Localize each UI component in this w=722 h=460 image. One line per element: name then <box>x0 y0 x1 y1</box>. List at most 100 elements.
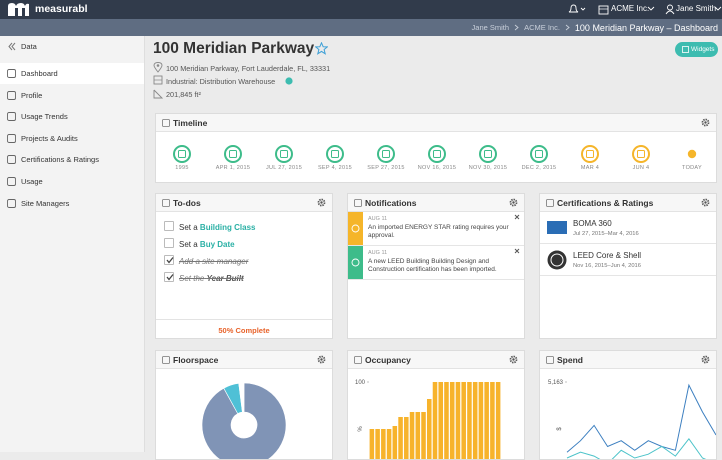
sidebar-item[interactable]: Projects & Audits <box>0 128 144 149</box>
timeline-dot <box>687 149 697 159</box>
card-icon <box>162 356 170 364</box>
sidebar-icon <box>7 69 16 78</box>
favorite-star[interactable] <box>315 42 328 55</box>
settings-gear[interactable] <box>701 355 710 364</box>
todo-checkbox[interactable] <box>164 272 174 282</box>
timeline-label: NOV 30, 2015 <box>468 165 508 171</box>
gear-ring <box>701 118 710 127</box>
timeline-label: MAR 4 <box>580 165 600 171</box>
bar <box>398 417 403 459</box>
sidebar-item[interactable]: Usage <box>0 171 144 192</box>
timeline-marker[interactable] <box>376 144 396 164</box>
check-mark <box>166 274 174 281</box>
notification-strip <box>348 246 363 279</box>
timeline-marker[interactable] <box>274 144 294 164</box>
dismiss[interactable] <box>514 214 520 220</box>
todo-item[interactable]: Set a Building Class <box>164 221 328 234</box>
timeline-marker[interactable] <box>325 144 345 164</box>
todo-checkbox[interactable] <box>164 238 174 248</box>
sidebar-back[interactable]: Data <box>0 36 144 57</box>
sidebar-item[interactable]: Usage Trends <box>0 106 144 127</box>
bar <box>409 412 415 459</box>
timeline-marker[interactable] <box>580 144 600 164</box>
building-area: 201,845 ft² <box>166 90 201 99</box>
building-name: 100 Meridian Parkway <box>153 40 315 57</box>
certification[interactable]: LEED Core & Shell Nov 16, 2015–Jun 4, 201… <box>540 244 716 276</box>
card-header: Notifications <box>348 194 524 212</box>
gear-ring <box>509 355 518 364</box>
widgets-button[interactable]: Widgets <box>675 42 718 57</box>
cert-logo <box>547 221 567 234</box>
todo-checkbox[interactable] <box>164 221 174 231</box>
card-icon-shape <box>354 356 362 364</box>
settings-gear[interactable] <box>509 198 518 207</box>
timeline-ring <box>275 145 293 163</box>
timeline-icon <box>382 150 390 158</box>
todo-item[interactable]: Set a Buy Date <box>164 238 328 251</box>
breadcrumb-item[interactable]: Jane Smith <box>471 23 510 32</box>
bar <box>467 382 472 459</box>
gear-hub <box>320 201 323 204</box>
todos-card: To-dos 50% Complete Set a Building Class… <box>155 193 333 339</box>
settings-gear[interactable] <box>701 118 710 127</box>
bar <box>375 429 380 459</box>
todo-item[interactable]: Set the Year Built <box>164 272 328 285</box>
todo-checkbox[interactable] <box>164 255 174 265</box>
icon-shape <box>7 155 16 165</box>
notification-text: A new LEED Building Building Design and … <box>368 258 497 273</box>
cert-logo <box>547 250 567 270</box>
timeline-marker[interactable] <box>682 144 702 164</box>
breadcrumb-item[interactable]: ACME Inc. <box>524 23 560 32</box>
timeline-icon <box>433 150 441 158</box>
certification[interactable]: BOMA 360 Jul 27, 2015–Mar 4, 2016 <box>540 212 716 244</box>
icon-shape <box>7 90 16 100</box>
org-menu[interactable]: ACME Inc. <box>611 4 650 13</box>
notifications-bell[interactable] <box>568 4 588 15</box>
timeline-marker[interactable] <box>172 144 192 164</box>
card-icon <box>162 199 170 207</box>
card-icon <box>162 119 170 127</box>
todo-item[interactable]: Add a site manager <box>164 255 328 268</box>
timeline-marker[interactable] <box>529 144 549 164</box>
cert-dates: Jul 27, 2015–Mar 4, 2016 <box>573 231 639 237</box>
timeline-marker[interactable] <box>631 144 651 164</box>
notification[interactable]: AUG 11 A new LEED Building Building Desig… <box>348 246 524 280</box>
notification-icon <box>351 224 360 233</box>
sidebar-item[interactable]: Dashboard <box>0 63 144 84</box>
timeline-marker[interactable] <box>427 144 447 164</box>
sidebar-item[interactable]: Site Managers <box>0 193 144 214</box>
user-icon <box>665 4 675 15</box>
settings-gear[interactable] <box>701 198 710 207</box>
card-header: Occupancy <box>348 351 524 369</box>
sidebar-icon <box>7 177 16 186</box>
y-tick-label: 100 <box>355 380 366 386</box>
card-icon <box>354 356 362 364</box>
dismiss[interactable] <box>514 248 520 254</box>
bar <box>369 429 375 459</box>
sidebar-label: Usage <box>21 177 43 186</box>
bar <box>415 412 421 459</box>
notification[interactable]: AUG 11 An imported ENERGY STAR rating req… <box>348 212 524 246</box>
bar-chart: 100% <box>355 380 501 459</box>
sidebar-item[interactable]: Certifications & Ratings <box>0 149 144 170</box>
settings-gear[interactable] <box>317 198 326 207</box>
settings-gear[interactable] <box>317 355 326 364</box>
settings-gear[interactable] <box>509 355 518 364</box>
bar <box>438 382 444 459</box>
line-chart: 5,163 $ <box>548 380 716 459</box>
icon-shape <box>7 112 16 122</box>
bar <box>490 382 495 459</box>
timeline-marker[interactable] <box>478 144 498 164</box>
gear-ring <box>317 198 326 207</box>
card-header: To-dos <box>156 194 332 212</box>
chevron <box>514 24 519 31</box>
timeline-marker[interactable] <box>223 144 243 164</box>
user-menu[interactable]: Jane Smith <box>676 4 717 13</box>
gear-ring <box>701 198 710 207</box>
dismiss-x <box>514 214 520 220</box>
timeline-label: DEC 2, 2015 <box>521 165 557 171</box>
logo-inner <box>550 253 564 267</box>
sidebar-item[interactable]: Profile <box>0 85 144 106</box>
info-icon[interactable] <box>285 77 293 85</box>
